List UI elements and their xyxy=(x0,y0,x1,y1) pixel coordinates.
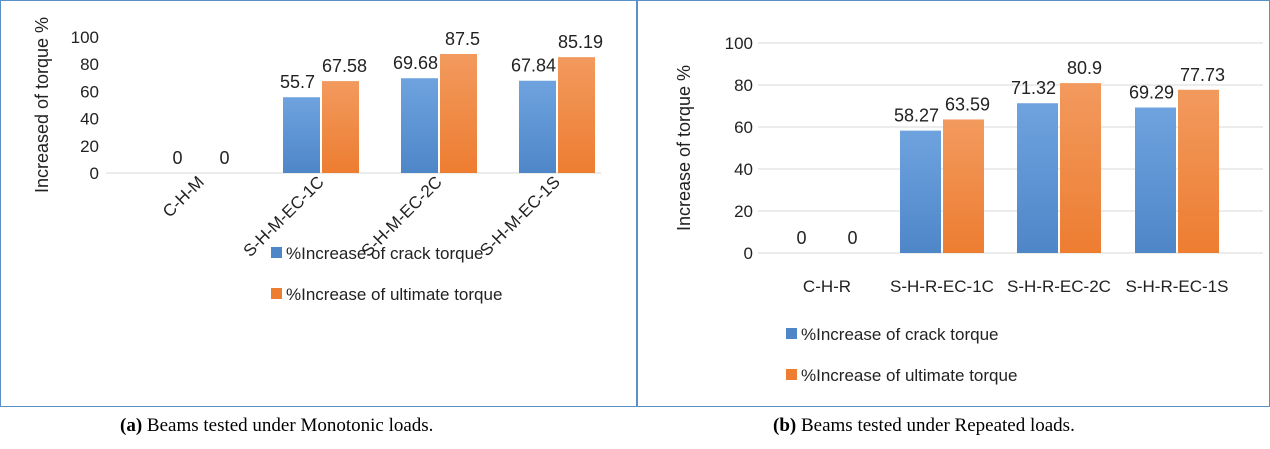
x-tick-label: S-H-R-EC-1S xyxy=(1126,277,1229,296)
bar-crack-torque xyxy=(401,78,438,173)
bar-crack-torque xyxy=(519,80,556,173)
bar-ultimate-torque xyxy=(1178,89,1219,253)
x-tick-label: S-H-R-EC-1C xyxy=(890,277,994,296)
data-label-crack: 69.29 xyxy=(1129,82,1174,102)
y-tick-label: 100 xyxy=(725,34,753,53)
y-tick-label: 40 xyxy=(80,110,99,129)
legend-item-crack: %Increase of crack torque xyxy=(271,244,502,264)
y-tick-label: 80 xyxy=(734,76,753,95)
legend-monotonic: %Increase of crack torque %Increase of u… xyxy=(271,244,502,326)
caption-text: Beams tested under Repeated loads. xyxy=(796,415,1075,436)
data-label-ultimate: 80.9 xyxy=(1067,58,1102,78)
data-label-crack: 55.7 xyxy=(280,72,315,92)
data-label-ultimate: 87.5 xyxy=(445,29,480,49)
x-tick-label: C-H-R xyxy=(803,277,851,296)
data-label-ultimate: 63.59 xyxy=(945,94,990,114)
data-label-crack: 67.84 xyxy=(511,56,556,76)
data-label-ultimate: 85.19 xyxy=(558,32,603,52)
data-label-crack: 0 xyxy=(796,228,806,248)
bar-ultimate-torque xyxy=(1060,83,1101,253)
y-tick-label: 20 xyxy=(734,202,753,221)
data-label-ultimate: 77.73 xyxy=(1180,65,1225,85)
legend-item-ultimate: %Increase of ultimate torque xyxy=(271,285,502,305)
legend-repeated: %Increase of crack torque %Increase of u… xyxy=(786,325,1017,407)
legend-label-ultimate: %Increase of ultimate torque xyxy=(286,285,503,304)
caption-label: (b) xyxy=(773,415,797,436)
data-label-crack: 69.68 xyxy=(393,53,438,73)
bar-ultimate-torque xyxy=(558,57,595,173)
bar-crack-torque xyxy=(1135,107,1176,253)
data-label-ultimate: 0 xyxy=(847,228,857,248)
legend-label-crack: %Increase of crack torque xyxy=(286,244,484,263)
y-tick-label: 40 xyxy=(734,160,753,179)
caption-repeated: (b) Beams tested under Repeated loads. xyxy=(773,415,1075,437)
legend-swatch-crack xyxy=(786,328,797,339)
bar-crack-torque xyxy=(900,130,941,253)
y-tick-label: 0 xyxy=(744,244,753,263)
data-label-ultimate: 0 xyxy=(219,148,229,168)
y-tick-label: 60 xyxy=(80,82,99,101)
y-tick-label: 0 xyxy=(90,164,99,183)
y-tick-label: 60 xyxy=(734,118,753,137)
y-axis-label: Increase of torque % xyxy=(674,65,694,231)
caption-monotonic: (a) Beams tested under Monotonic loads. xyxy=(120,415,433,437)
caption-label: (a) xyxy=(120,415,143,436)
bar-crack-torque xyxy=(283,97,320,173)
data-label-crack: 71.32 xyxy=(1011,78,1056,98)
bar-ultimate-torque xyxy=(440,54,477,173)
x-tick-label: C-H-M xyxy=(159,172,208,221)
x-tick-label: S-H-R-EC-2C xyxy=(1007,277,1111,296)
data-label-crack: 0 xyxy=(172,148,182,168)
y-tick-label: 100 xyxy=(71,28,99,47)
legend-swatch-crack xyxy=(271,247,282,258)
y-tick-label: 20 xyxy=(80,137,99,156)
chart-panel-monotonic: 0 20 40 60 80 100 Increased of torque % 0 0 C-H-M… xyxy=(0,0,637,407)
legend-swatch-ultimate xyxy=(271,288,282,299)
chart-panel-repeated: 0 20 40 60 80 100 Increase of torque % 0 0 C-H-R 5… xyxy=(637,0,1270,407)
legend-swatch-ultimate xyxy=(786,369,797,380)
legend-item-crack: %Increase of crack torque xyxy=(786,325,1017,345)
bar-ultimate-torque xyxy=(943,119,984,253)
data-label-crack: 58.27 xyxy=(894,106,939,126)
y-tick-label: 80 xyxy=(80,55,99,74)
bar-crack-torque xyxy=(1017,103,1058,253)
legend-label-crack: %Increase of crack torque xyxy=(801,325,999,344)
legend-item-ultimate: %Increase of ultimate torque xyxy=(786,366,1017,386)
legend-label-ultimate: %Increase of ultimate torque xyxy=(801,366,1018,385)
chart-monotonic: 0 20 40 60 80 100 Increased of torque % 0 0 C-H-M… xyxy=(32,17,603,261)
bar-ultimate-torque xyxy=(322,81,359,173)
chart-repeated: 0 20 40 60 80 100 Increase of torque % 0 0 C-H-R 5… xyxy=(674,34,1263,296)
y-axis-label: Increased of torque % xyxy=(32,17,52,193)
data-label-ultimate: 67.58 xyxy=(322,56,367,76)
caption-text: Beams tested under Monotonic loads. xyxy=(142,415,434,436)
